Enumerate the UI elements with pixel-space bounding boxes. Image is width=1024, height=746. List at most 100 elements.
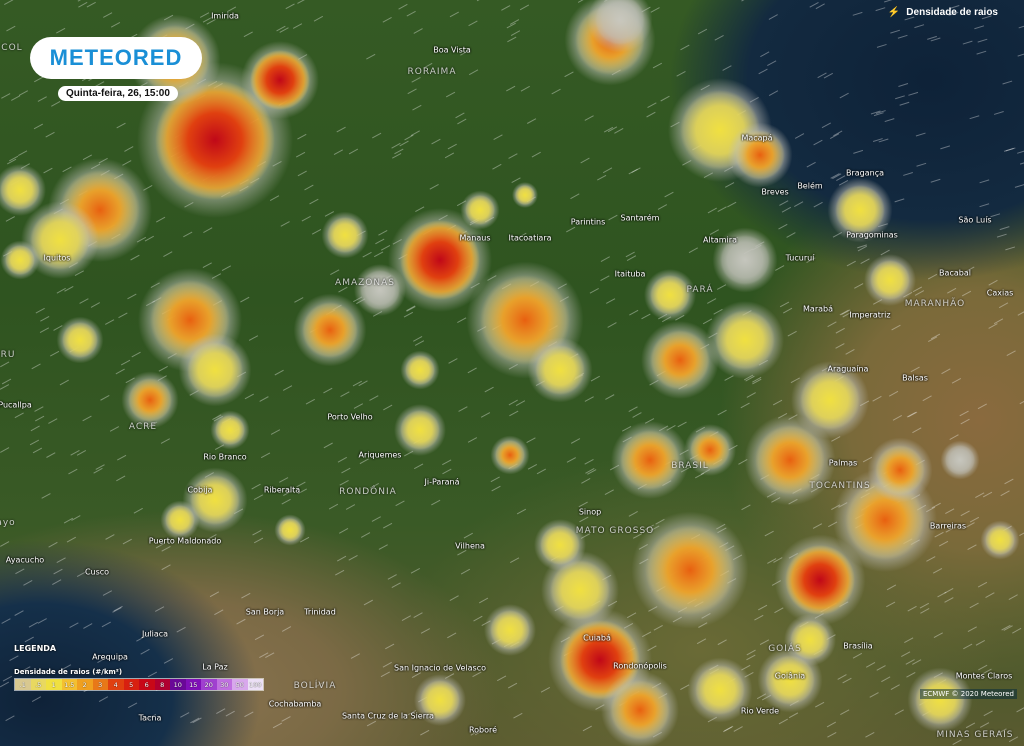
- wind-streak: [491, 485, 501, 492]
- wind-streak: [912, 659, 922, 665]
- wind-streak: [56, 27, 66, 34]
- city-label: Cuiabá: [583, 633, 611, 643]
- wind-streak: [520, 85, 530, 92]
- wind-streak: [783, 307, 793, 314]
- lightning-cell: [250, 50, 310, 110]
- forecast-time-badge[interactable]: Quinta-feira, 26, 15:00: [58, 86, 178, 101]
- lightning-cell: [870, 260, 910, 300]
- wind-streak: [794, 201, 804, 207]
- wind-streak: [934, 531, 944, 538]
- wind-streak: [857, 244, 867, 249]
- wind-streak: [5, 715, 15, 722]
- wind-streak: [697, 28, 708, 35]
- wind-streak: [873, 112, 884, 117]
- wind-streak: [467, 367, 477, 374]
- city-label: Puerto Maldonado: [148, 536, 222, 546]
- wind-streak: [95, 81, 105, 87]
- city-label: Cochabamba: [268, 699, 322, 709]
- wind-streak: [930, 37, 941, 42]
- wind-streak: [0, 681, 10, 688]
- wind-streak: [180, 712, 190, 718]
- wind-streak: [412, 104, 422, 111]
- wind-streak: [6, 25, 16, 32]
- wind-streak: [14, 610, 24, 616]
- meteored-logo[interactable]: METEORED: [30, 37, 202, 79]
- wind-streak: [53, 325, 63, 331]
- wind-streak: [587, 469, 597, 475]
- city-label: Cusco: [84, 567, 110, 577]
- wind-streak: [214, 609, 224, 616]
- wind-streak: [952, 739, 962, 746]
- wind-streak: [904, 16, 915, 21]
- wind-streak: [614, 128, 624, 134]
- wind-streak: [280, 221, 290, 227]
- wind-streak: [71, 515, 81, 521]
- wind-streak: [100, 395, 110, 401]
- layer-selector[interactable]: ⚡ Densidade de raios: [888, 7, 998, 18]
- wind-streak: [835, 343, 845, 349]
- wind-streak: [584, 115, 594, 121]
- wind-streak: [779, 200, 789, 206]
- wind-streak: [406, 305, 416, 312]
- wind-streak: [380, 244, 391, 251]
- wind-streak: [961, 290, 972, 297]
- city-label: Trinidad: [304, 607, 336, 617]
- wind-streak: [696, 638, 707, 645]
- wind-streak: [508, 399, 518, 406]
- wind-streak: [458, 406, 468, 412]
- wind-streak: [626, 255, 637, 261]
- wind-streak: [707, 298, 717, 304]
- wind-streak: [511, 177, 521, 184]
- wind-streak: [244, 393, 254, 400]
- wind-streak: [140, 648, 150, 655]
- wind-streak: [116, 475, 126, 482]
- wind-streak: [875, 7, 886, 12]
- wind-streak: [965, 522, 975, 528]
- wind-streak: [9, 655, 19, 662]
- wind-streak: [628, 406, 638, 412]
- city-label: Itaituba: [614, 269, 646, 279]
- wind-streak: [429, 184, 439, 190]
- wind-streak: [652, 62, 663, 69]
- city-label: Balsas: [902, 373, 928, 383]
- wind-streak: [746, 654, 756, 661]
- wind-streak: [305, 398, 316, 405]
- wind-streak: [914, 24, 925, 29]
- wind-streak: [82, 415, 92, 422]
- lightning-cell: [650, 330, 710, 390]
- wind-streak: [76, 450, 87, 456]
- wind-streak: [105, 534, 115, 540]
- wind-streak: [46, 452, 56, 458]
- legend-step: 8: [154, 679, 170, 690]
- lightning-cell: [327, 217, 363, 253]
- wind-streak: [827, 321, 837, 328]
- wind-streak: [176, 626, 186, 633]
- wind-streak: [444, 152, 455, 159]
- lightning-cell: [400, 220, 480, 300]
- wind-streak: [431, 499, 441, 506]
- wind-streak: [926, 556, 936, 562]
- wind-streak: [1006, 350, 1016, 357]
- city-label: Goiânia: [774, 671, 806, 681]
- wind-streak: [876, 665, 886, 671]
- wind-streak: [98, 696, 109, 702]
- wind-streak: [979, 203, 990, 208]
- wind-streak: [922, 395, 932, 402]
- wind-streak: [113, 605, 123, 612]
- wind-streak: [839, 309, 849, 316]
- wind-streak: [460, 568, 471, 575]
- wind-streak: [468, 69, 479, 76]
- legend-step: 15: [185, 679, 201, 690]
- wind-streak: [965, 266, 975, 273]
- wind-streak: [281, 626, 292, 632]
- wind-streak: [901, 651, 911, 657]
- wind-streak: [1008, 736, 1019, 743]
- wind-streak: [993, 318, 1004, 325]
- wind-streak: [90, 302, 101, 308]
- wind-streak: [209, 591, 220, 598]
- wind-streak: [764, 530, 774, 537]
- wind-streak: [733, 726, 743, 732]
- wind-streak: [203, 227, 213, 233]
- wind-streak: [899, 101, 910, 106]
